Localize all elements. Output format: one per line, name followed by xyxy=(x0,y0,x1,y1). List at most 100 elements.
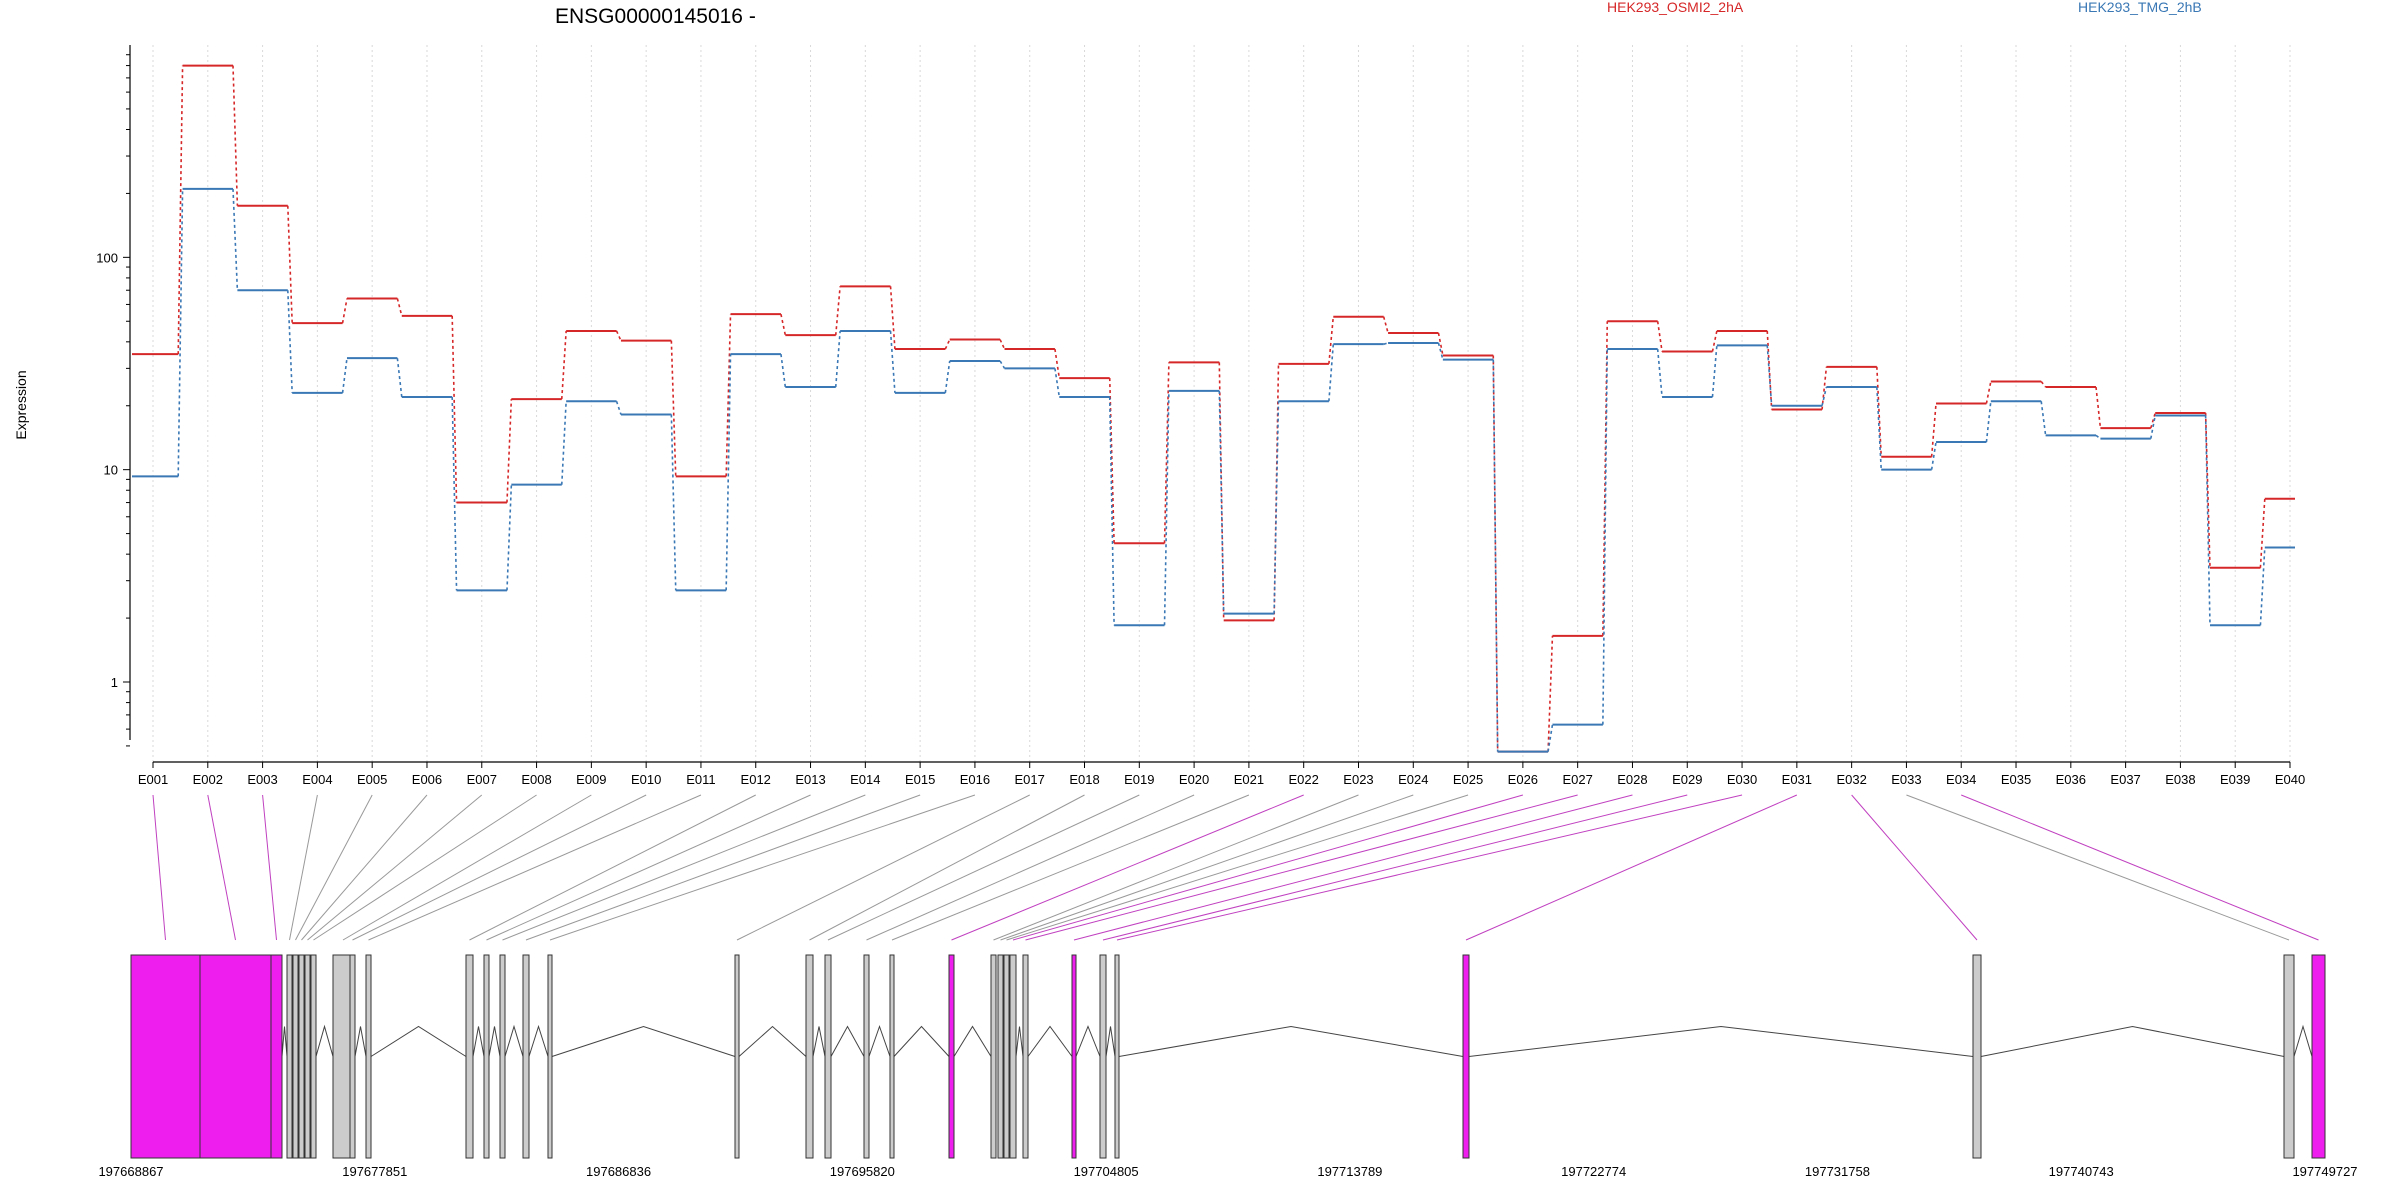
exon-block xyxy=(734,954,740,1159)
intron-line xyxy=(1075,1025,1101,1057)
x-tick-label: E027 xyxy=(1562,772,1592,787)
exon-block xyxy=(199,954,272,1159)
series-connector xyxy=(2095,434,2101,440)
series-connector xyxy=(670,340,677,477)
y-axis-label: Expression xyxy=(13,370,29,439)
exon-block xyxy=(1003,954,1010,1159)
exon-block xyxy=(304,954,311,1159)
series-connector xyxy=(944,339,951,350)
chart-title: ENSG00000145016 - xyxy=(555,5,756,28)
exon-block xyxy=(1071,954,1077,1159)
series-connector xyxy=(944,360,951,393)
exon-connector xyxy=(1073,794,1633,941)
x-tick-label: E002 xyxy=(193,772,223,787)
exon-connector xyxy=(1102,794,1688,941)
series-connector xyxy=(396,358,403,398)
coordinate-label: 197695820 xyxy=(830,1164,895,1179)
series-connector xyxy=(2150,412,2156,429)
exon-connector xyxy=(1851,794,1978,941)
exon-connector xyxy=(502,794,866,941)
exon-block xyxy=(997,954,1004,1159)
exon-connector xyxy=(295,794,373,941)
series-connector xyxy=(341,358,348,393)
exon-block xyxy=(465,954,474,1159)
x-tick-label: E021 xyxy=(1234,772,1264,787)
coordinate-label: 197677851 xyxy=(342,1164,407,1179)
x-tick-label: E014 xyxy=(850,772,880,787)
series-connector xyxy=(2204,415,2211,626)
exon-block xyxy=(1099,954,1107,1159)
series-connector xyxy=(506,399,513,503)
intron-line xyxy=(488,1026,501,1057)
series-connector xyxy=(1273,401,1280,614)
coordinate-label: 197731758 xyxy=(1805,1164,1870,1179)
series-connector xyxy=(2150,415,2156,439)
series-connector xyxy=(1382,316,1389,334)
series-connector xyxy=(560,330,567,400)
exon-connector xyxy=(525,794,921,941)
exon-connector xyxy=(342,794,592,941)
x-tick-label: E026 xyxy=(1508,772,1538,787)
x-tick-label: E020 xyxy=(1179,772,1209,787)
series-connector xyxy=(1054,348,1061,379)
exon-block xyxy=(286,954,293,1159)
series-connector xyxy=(451,396,458,591)
coordinate-label: 197740743 xyxy=(2049,1164,2114,1179)
series-connector xyxy=(1218,390,1225,614)
y-axis: 1 10 100 xyxy=(96,45,131,747)
exon-block xyxy=(365,954,372,1159)
exon-connector xyxy=(1961,794,2319,941)
series-connector xyxy=(834,330,841,388)
coordinate-label: 197749727 xyxy=(2292,1164,2357,1179)
exon-connector xyxy=(262,794,277,941)
coordinate-label: 197704805 xyxy=(1074,1164,1139,1179)
intron-line xyxy=(281,1026,288,1057)
x-tick-label: E016 xyxy=(960,772,990,787)
series-connector xyxy=(1328,344,1335,402)
exon-block xyxy=(349,954,356,1159)
exon-connector xyxy=(301,794,428,941)
series-connector xyxy=(889,286,896,350)
legend-series-osmi2: HEK293_OSMI2_2hA xyxy=(1607,0,1744,15)
exon-connector xyxy=(1006,794,1469,941)
x-tick-label: E006 xyxy=(412,772,442,787)
x-tick-label: E023 xyxy=(1343,772,1373,787)
coordinate-label: 197668867 xyxy=(98,1164,163,1179)
x-tick-label: E030 xyxy=(1727,772,1757,787)
exon-block xyxy=(499,954,506,1159)
exon-connector xyxy=(891,794,1250,941)
x-tick-label: E003 xyxy=(247,772,277,787)
x-tick-label: E034 xyxy=(1946,772,1976,787)
exon-connector xyxy=(307,794,483,941)
exon-connector xyxy=(469,794,756,941)
series-connector xyxy=(780,354,787,388)
x-tick-label: E035 xyxy=(2001,772,2031,787)
x-tick-label: E017 xyxy=(1015,772,1045,787)
x-tick-label: E031 xyxy=(1782,772,1812,787)
intron-line xyxy=(1027,1025,1073,1057)
series-connector xyxy=(1328,316,1335,364)
series-connector xyxy=(560,401,567,485)
series-connector xyxy=(1711,345,1718,398)
x-tick-label: E011 xyxy=(686,772,715,787)
series-connector xyxy=(1218,362,1225,621)
exon-connector xyxy=(993,794,1359,941)
x-tick-label: E024 xyxy=(1398,772,1428,787)
exon-block xyxy=(948,954,955,1159)
exon-connector xyxy=(1025,794,1578,941)
y-tick-label: 100 xyxy=(96,250,118,265)
x-tick-label: E015 xyxy=(905,772,935,787)
exon-block xyxy=(889,954,895,1159)
intron-line xyxy=(953,1025,992,1057)
coordinate-label: 197722774 xyxy=(1561,1164,1626,1179)
series-connector xyxy=(1492,359,1499,752)
series-connector xyxy=(232,65,239,206)
exon-block xyxy=(298,954,305,1159)
exon-block xyxy=(1009,954,1017,1159)
x-tick-label: E033 xyxy=(1891,772,1921,787)
x-tick-label: E018 xyxy=(1069,772,1099,787)
series-connector xyxy=(2095,386,2102,429)
series-1 xyxy=(132,187,2295,753)
coordinate-label: 197686836 xyxy=(586,1164,651,1179)
